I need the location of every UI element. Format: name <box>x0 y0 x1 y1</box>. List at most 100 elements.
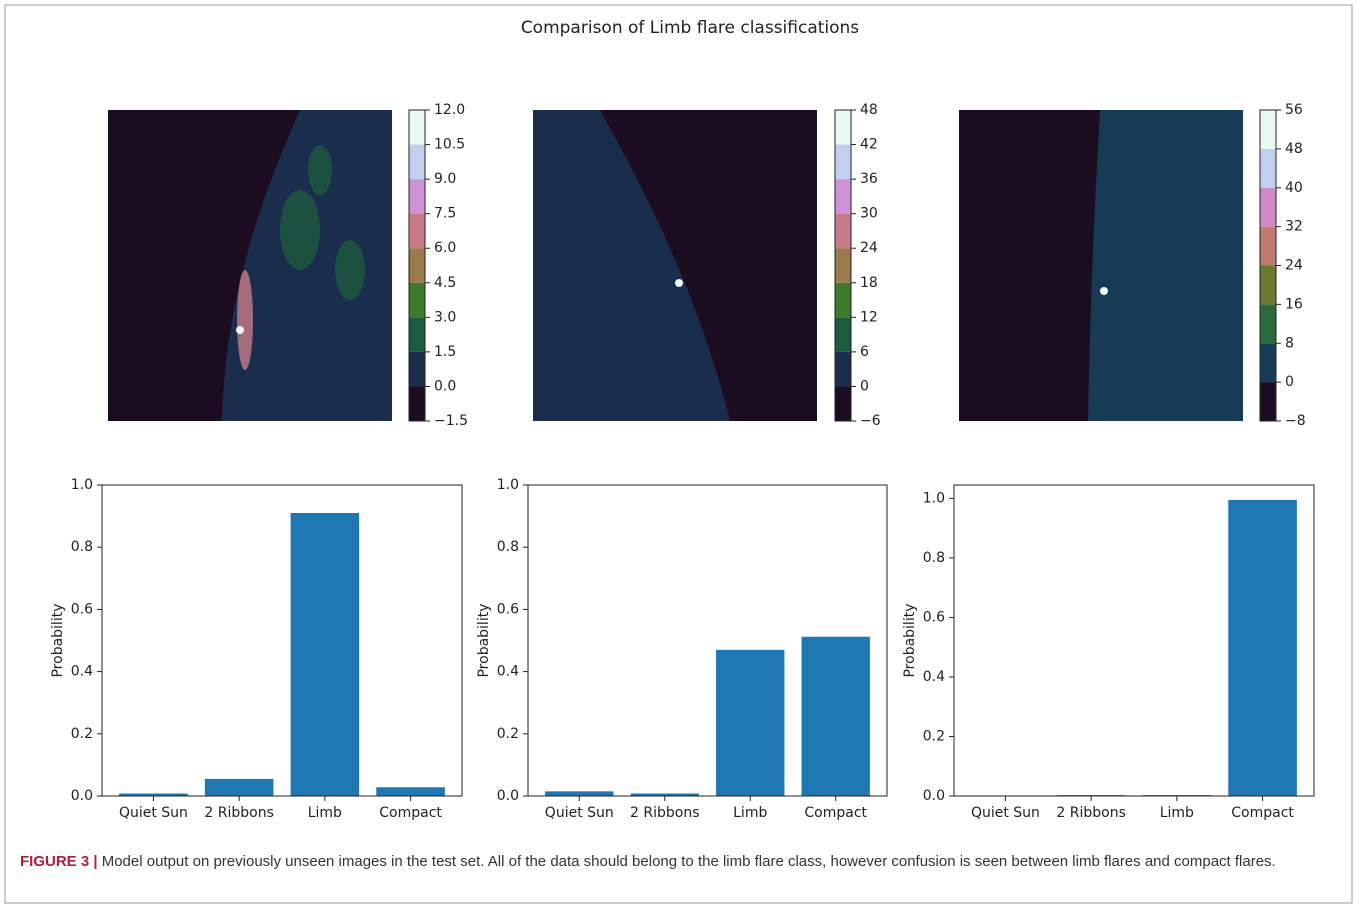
colorbar-tick-label: 4.5 <box>434 275 456 291</box>
bar <box>801 636 870 796</box>
colorbar-band <box>1260 304 1276 344</box>
x-tick-label: Limb <box>733 805 767 821</box>
y-tick-label: 0.4 <box>923 669 945 685</box>
colorbar-band <box>1260 148 1276 188</box>
colorbar-tick-label: 6 <box>860 344 869 360</box>
bar <box>545 791 614 796</box>
colorbar-tick-label: 12.0 <box>434 102 465 118</box>
colorbar-tick-label: 18 <box>860 275 878 291</box>
image-disk <box>1088 110 1243 421</box>
caption-label: FIGURE 3 | <box>20 853 98 870</box>
y-tick-label: 0.2 <box>497 726 519 742</box>
colorbar-band <box>409 282 425 318</box>
colorbar-tick-label: 1.5 <box>434 344 456 360</box>
colorbar-band <box>835 144 851 180</box>
y-tick-label: 0.2 <box>71 726 93 742</box>
colorbar-band <box>835 317 851 352</box>
colorbar-tick-label: 32 <box>1285 219 1303 235</box>
colorbar-tick-label: 9.0 <box>434 171 456 187</box>
bar <box>1228 499 1297 796</box>
image-flare <box>675 279 683 287</box>
image-patch <box>335 240 365 300</box>
x-tick-label: Limb <box>308 805 342 821</box>
bar <box>630 793 699 796</box>
colorbar-band <box>409 179 425 214</box>
plot-frame <box>527 484 888 797</box>
colorbar-tick-label: 3.0 <box>434 309 456 325</box>
y-tick-label: 0.2 <box>923 728 945 744</box>
colorbar-frame <box>834 109 852 422</box>
x-tick-label: Quiet Sun <box>971 805 1040 821</box>
colorbar-band <box>1260 265 1276 305</box>
colorbar-band <box>835 213 851 249</box>
colorbar-band <box>409 144 425 180</box>
y-tick-label: 0.8 <box>923 550 945 566</box>
plot-frame <box>101 484 463 797</box>
colorbar-tick-label: 16 <box>1285 296 1303 312</box>
colorbar-tick-label: 0 <box>1285 374 1294 390</box>
colorbar-tick-label: −8 <box>1285 413 1306 429</box>
colorbar-tick-label: 24 <box>860 240 878 256</box>
figure-title: Comparison of Limb flare classifications <box>521 18 859 38</box>
colorbar-band <box>1260 382 1276 421</box>
colorbar-tick-label: 6.0 <box>434 240 456 256</box>
image-disk <box>533 110 730 421</box>
colorbar-band <box>835 110 851 145</box>
colorbar-tick-label: 8 <box>1285 335 1294 351</box>
colorbar-tick-label: 40 <box>1285 180 1303 196</box>
colorbar-band <box>835 282 851 318</box>
colorbar-tick-label: 48 <box>1285 141 1303 157</box>
colorbar-band <box>835 386 851 421</box>
bar <box>204 778 274 796</box>
image-patch <box>280 190 320 270</box>
x-tick-label: 2 Ribbons <box>1056 805 1125 821</box>
x-tick-label: Compact <box>804 805 867 821</box>
colorbar-tick-label: −6 <box>860 413 881 429</box>
colorbar-band <box>835 351 851 387</box>
y-tick-label: 0.4 <box>71 664 93 680</box>
image-patch <box>308 145 332 195</box>
x-tick-label: 2 Ribbons <box>204 805 273 821</box>
colorbar-tick-label: 24 <box>1285 258 1303 274</box>
bar <box>119 793 188 796</box>
y-tick-label: 0.4 <box>497 664 519 680</box>
y-tick-label: 0.8 <box>71 539 93 555</box>
y-tick-label: 0.0 <box>497 788 519 804</box>
x-tick-label: Compact <box>1231 805 1294 821</box>
y-axis-label: Probability <box>50 603 66 677</box>
colorbar-tick-label: 56 <box>1285 102 1303 118</box>
colorbar-tick-label: 42 <box>860 137 878 153</box>
image-flare <box>1100 287 1108 295</box>
colorbar-band <box>835 179 851 214</box>
image-patch <box>237 270 253 370</box>
x-tick-label: Quiet Sun <box>119 805 188 821</box>
y-tick-label: 0.8 <box>497 539 519 555</box>
plot-frame <box>953 484 1315 797</box>
colorbar-band <box>1260 343 1276 383</box>
y-tick-label: 0.0 <box>923 788 945 804</box>
y-tick-label: 0.6 <box>923 609 945 625</box>
x-tick-label: 2 Ribbons <box>630 805 699 821</box>
image-flare <box>236 326 244 334</box>
colorbar-band <box>409 110 425 145</box>
figure-frame <box>4 4 1353 904</box>
colorbar-tick-label: 36 <box>860 171 878 187</box>
colorbar-band <box>409 351 425 387</box>
colorbar-tick-label: 10.5 <box>434 137 465 153</box>
colorbar-band <box>835 248 851 283</box>
y-tick-label: 1.0 <box>71 477 93 493</box>
colorbar-band <box>1260 187 1276 227</box>
colorbar-band <box>409 213 425 249</box>
colorbar-band <box>409 248 425 283</box>
colorbar-tick-label: 48 <box>860 102 878 118</box>
x-tick-label: Compact <box>379 805 442 821</box>
bar <box>376 787 445 796</box>
y-tick-label: 0.6 <box>71 601 93 617</box>
colorbar-tick-label: −1.5 <box>434 413 468 429</box>
colorbar-tick-label: 12 <box>860 309 878 325</box>
caption-text: Model output on previously unseen images… <box>101 853 1276 870</box>
colorbar-frame <box>408 109 426 422</box>
y-axis-label: Probability <box>902 603 918 677</box>
y-tick-label: 0.0 <box>71 788 93 804</box>
